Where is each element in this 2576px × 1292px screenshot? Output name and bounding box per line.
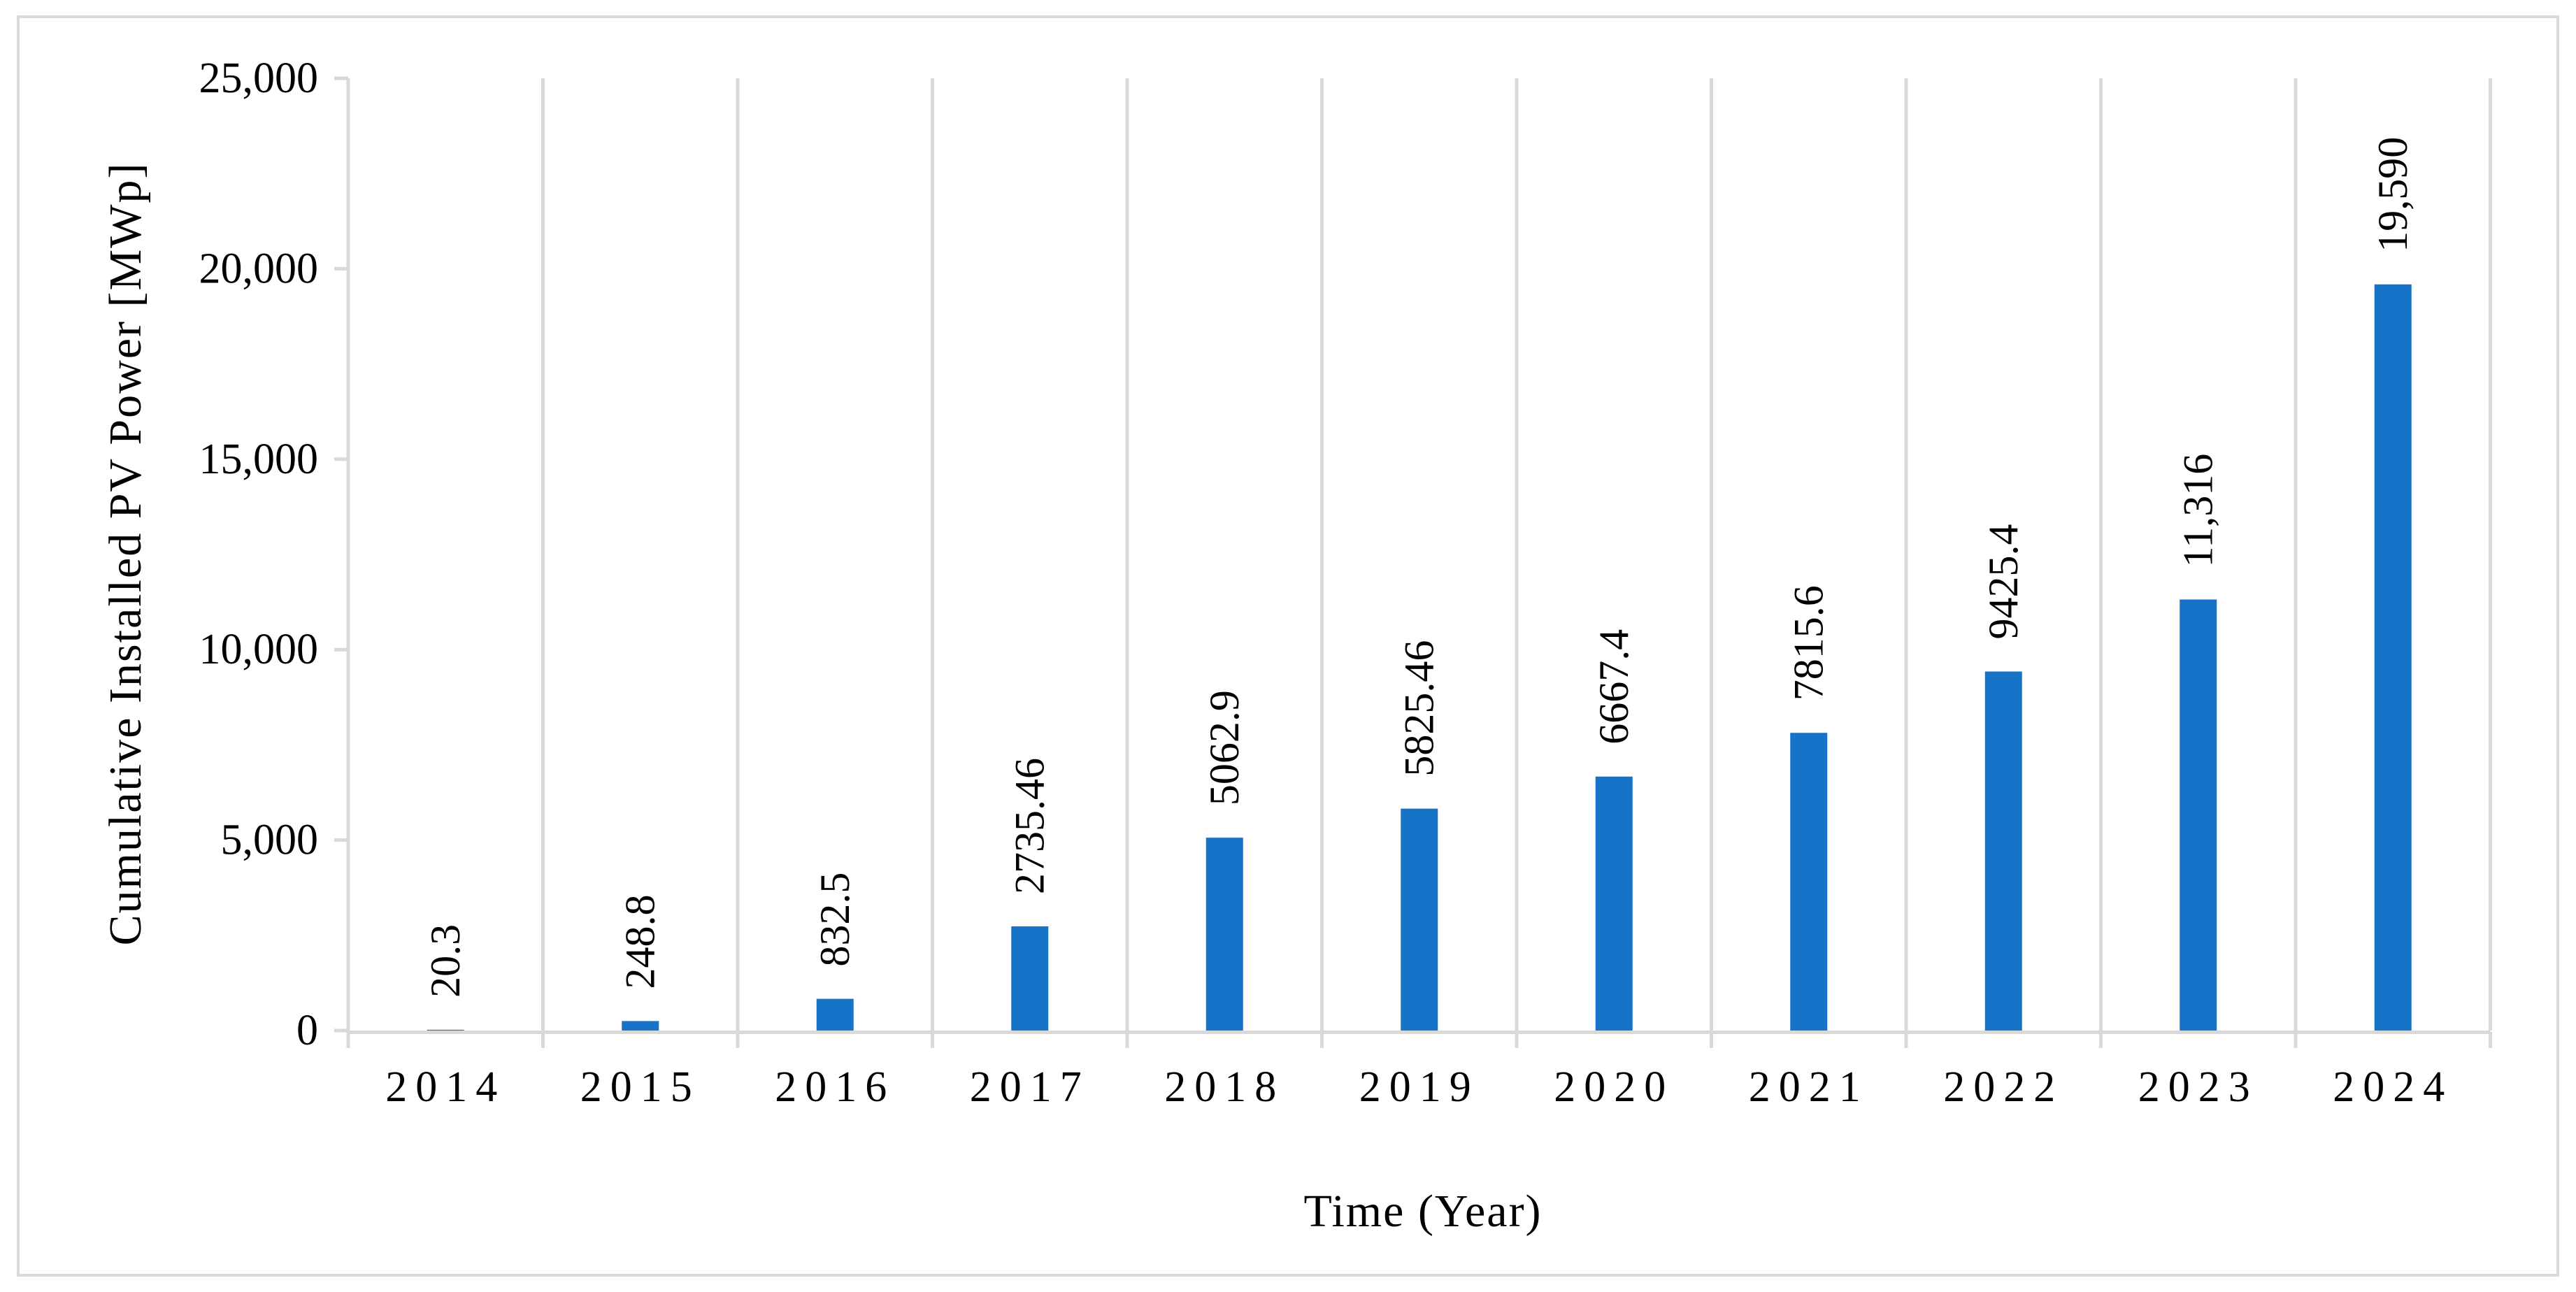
y-tick-label: 25,000 <box>199 55 319 102</box>
bar <box>1790 733 1828 1031</box>
bar-value-label: 19,590 <box>2370 137 2416 252</box>
x-axis-title: Time (Year) <box>1303 1186 1543 1237</box>
bar-value-label: 5062.9 <box>1201 690 1247 805</box>
x-tick-label: 2021 <box>1749 1063 1869 1111</box>
bar-value-label: 20.3 <box>422 924 468 998</box>
bar-value-label: 9425.4 <box>1980 524 2026 640</box>
chart-outer-border <box>17 15 2559 1277</box>
x-tick-label: 2016 <box>775 1063 895 1111</box>
x-tick-label: 2023 <box>2138 1063 2259 1111</box>
y-tick-label: 0 <box>296 1007 318 1054</box>
x-tick-label: 2024 <box>2333 1063 2453 1111</box>
bar <box>1205 838 1243 1031</box>
bar <box>1401 808 1438 1031</box>
bar <box>1984 671 2022 1031</box>
x-tick-label: 2014 <box>385 1063 506 1111</box>
bar-value-label: 11,316 <box>2175 454 2221 568</box>
x-tick-label: 2019 <box>1359 1063 1480 1111</box>
bar-value-label: 5825.46 <box>1396 640 1443 777</box>
x-tick-label: 2018 <box>1164 1063 1285 1111</box>
x-tick-label: 2020 <box>1554 1063 1674 1111</box>
bar <box>622 1021 659 1031</box>
bar-value-label: 6667.4 <box>1591 629 1637 745</box>
x-tick-label: 2017 <box>970 1063 1090 1111</box>
bar-value-label: 7815.6 <box>1786 585 1832 701</box>
y-axis-title: Cumulative Installed PV Power [MWp] <box>100 162 151 946</box>
y-tick-label: 15,000 <box>199 436 319 483</box>
y-tick-label: 10,000 <box>199 626 319 673</box>
bar <box>1595 776 1633 1031</box>
y-tick-label: 20,000 <box>199 245 319 292</box>
bar-value-label: 2735.46 <box>1007 758 1053 894</box>
bar-value-label: 832.5 <box>812 873 858 967</box>
bar-value-label: 248.8 <box>617 894 664 989</box>
bar <box>2374 284 2412 1031</box>
bar <box>1011 926 1049 1031</box>
x-tick-label: 2015 <box>580 1063 701 1111</box>
x-tick-label: 2022 <box>1943 1063 2063 1111</box>
bar <box>427 1029 464 1031</box>
bar <box>816 998 854 1031</box>
y-tick-label: 5,000 <box>221 817 319 864</box>
bar <box>2180 599 2217 1031</box>
